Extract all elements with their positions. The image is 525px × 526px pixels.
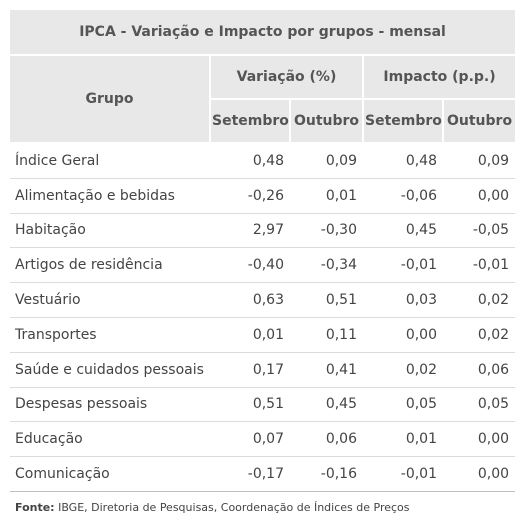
cell-impacto-setembro: 0,00: [363, 317, 443, 353]
table-row: Artigos de residência -0,40 -0,34 -0,01 -0,0…: [10, 247, 516, 284]
table-row: Vestuário 0,63 0,51 0,03 0,02: [10, 282, 516, 318]
ipca-table: IPCA - Variação e Impacto por grupos - m…: [10, 10, 516, 492]
cell-grupo: Habitação: [10, 213, 210, 249]
cell-impacto-outubro: -0,05: [443, 213, 516, 249]
header-impacto: Impacto (p.p.): [361, 55, 516, 100]
header-impacto-outubro: Outubro: [441, 99, 516, 144]
table-row: Transportes 0,01 0,11 0,00 0,02: [10, 317, 516, 353]
cell-grupo: Saúde e cuidados pessoais: [10, 352, 210, 388]
table-title: IPCA - Variação e Impacto por grupos - m…: [10, 10, 516, 56]
cell-grupo: Artigos de residência: [10, 247, 210, 284]
cell-variacao-setembro: 0,48: [210, 143, 290, 179]
cell-impacto-outubro: 0,05: [443, 387, 516, 423]
table-row: Índice Geral 0,48 0,09 0,48 0,09: [10, 143, 516, 179]
cell-grupo: Despesas pessoais: [10, 387, 210, 423]
table-row: Comunicação -0,17 -0,16 -0,01 0,00: [10, 456, 516, 492]
cell-impacto-setembro: 0,02: [363, 352, 443, 388]
cell-impacto-setembro: 0,48: [363, 143, 443, 179]
cell-variacao-outubro: 0,06: [290, 421, 363, 458]
cell-variacao-outubro: 0,01: [290, 178, 363, 214]
header-variacao-outubro: Outubro: [289, 99, 363, 144]
cell-grupo: Alimentação e bebidas: [10, 178, 210, 214]
cell-impacto-setembro: -0,01: [363, 247, 443, 284]
cell-impacto-setembro: 0,03: [363, 282, 443, 318]
cell-variacao-setembro: 2,97: [210, 213, 290, 249]
cell-variacao-outubro: 0,09: [290, 143, 363, 179]
cell-variacao-setembro: 0,51: [210, 387, 290, 423]
cell-grupo: Educação: [10, 421, 210, 458]
header-variacao: Variação (%): [209, 55, 363, 100]
cell-variacao-setembro: 0,01: [210, 317, 290, 353]
header-grupo: Grupo: [10, 55, 210, 144]
cell-variacao-outubro: 0,45: [290, 387, 363, 423]
cell-variacao-setembro: -0,26: [210, 178, 290, 214]
table-row: Saúde e cuidados pessoais 0,17 0,41 0,02 0,0…: [10, 352, 516, 388]
table-row: Alimentação e bebidas -0,26 0,01 -0,06 0,00: [10, 178, 516, 214]
cell-variacao-setembro: -0,17: [210, 456, 290, 492]
cell-grupo: Índice Geral: [10, 143, 210, 179]
cell-variacao-outubro: -0,34: [290, 247, 363, 284]
source-label: Fonte:: [15, 500, 55, 514]
cell-variacao-setembro: 0,17: [210, 352, 290, 388]
cell-variacao-outubro: -0,16: [290, 456, 363, 492]
table-row: Habitação 2,97 -0,30 0,45 -0,05: [10, 213, 516, 249]
table-row: Educação 0,07 0,06 0,01 0,00: [10, 421, 516, 458]
cell-impacto-setembro: 0,45: [363, 213, 443, 249]
cell-grupo: Comunicação: [10, 456, 210, 492]
cell-grupo: Vestuário: [10, 282, 210, 318]
cell-impacto-outubro: 0,00: [443, 421, 516, 458]
cell-variacao-setembro: -0,40: [210, 247, 290, 284]
table-row: Despesas pessoais 0,51 0,45 0,05 0,05: [10, 387, 516, 423]
cell-impacto-outubro: 0,09: [443, 143, 516, 179]
cell-variacao-outubro: 0,41: [290, 352, 363, 388]
cell-impacto-outubro: 0,02: [443, 282, 516, 318]
cell-impacto-outubro: -0,01: [443, 247, 516, 284]
cell-variacao-setembro: 0,63: [210, 282, 290, 318]
cell-impacto-outubro: 0,02: [443, 317, 516, 353]
source-text: IBGE, Diretoria de Pesquisas, Coordenaçã…: [54, 500, 410, 514]
source-note: Fonte: IBGE, Diretoria de Pesquisas, Coo…: [10, 492, 515, 514]
cell-variacao-outubro: -0,30: [290, 213, 363, 249]
cell-variacao-outubro: 0,51: [290, 282, 363, 318]
cell-variacao-outubro: 0,11: [290, 317, 363, 353]
cell-variacao-setembro: 0,07: [210, 421, 290, 458]
cell-grupo: Transportes: [10, 317, 210, 353]
header-impacto-setembro: Setembro: [362, 99, 443, 144]
cell-impacto-setembro: -0,01: [363, 456, 443, 492]
cell-impacto-outubro: 0,00: [443, 178, 516, 214]
cell-impacto-outubro: 0,06: [443, 352, 516, 388]
cell-impacto-setembro: 0,05: [363, 387, 443, 423]
header-variacao-setembro: Setembro: [209, 99, 290, 144]
ipca-table-container: IPCA - Variação e Impacto por grupos - m…: [10, 10, 516, 514]
cell-impacto-outubro: 0,00: [443, 456, 516, 492]
cell-impacto-setembro: -0,06: [363, 178, 443, 214]
cell-impacto-setembro: 0,01: [363, 421, 443, 458]
